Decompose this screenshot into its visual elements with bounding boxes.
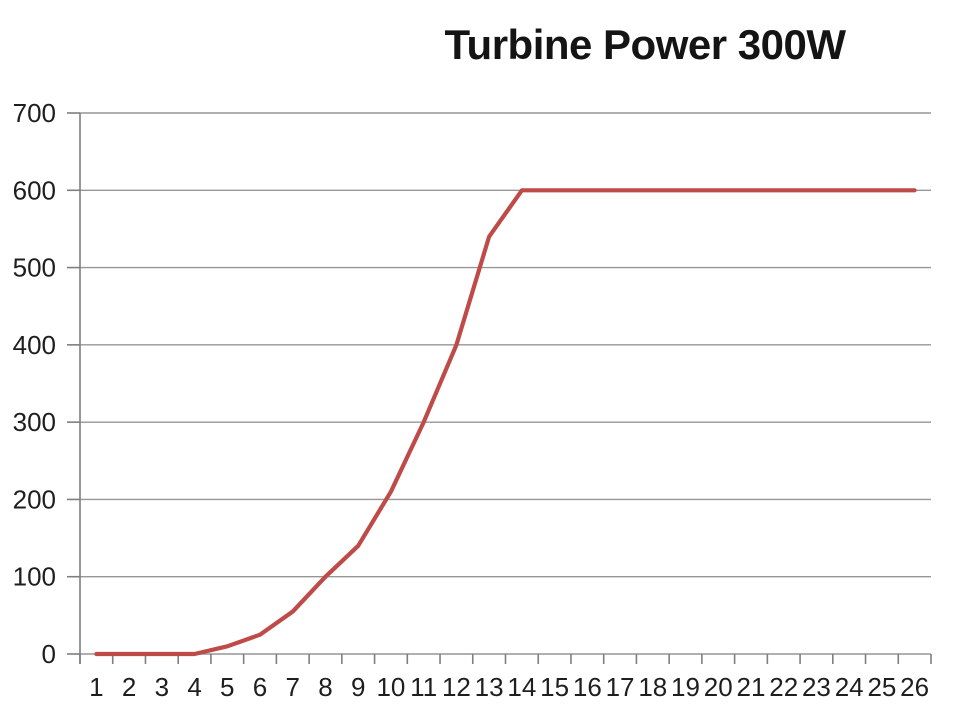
x-tick-label: 25 [867, 672, 896, 702]
y-tick-label: 100 [13, 562, 56, 592]
series-line-turbine-power [94, 188, 917, 657]
x-tick-label: 12 [442, 672, 471, 702]
x-tick-label: 23 [802, 672, 831, 702]
y-tick-label: 500 [13, 253, 56, 283]
x-tick-label: 4 [187, 672, 201, 702]
x-tick-label: 17 [606, 672, 635, 702]
y-tick-label: 700 [13, 98, 56, 128]
x-tick-label: 15 [540, 672, 569, 702]
x-tick-label: 6 [253, 672, 267, 702]
chart-title: Turbine Power 300W [444, 21, 846, 68]
x-tick-label: 10 [376, 672, 405, 702]
x-tick-label: 7 [286, 672, 300, 702]
x-tick-label: 26 [900, 672, 929, 702]
x-tick-label: 24 [835, 672, 864, 702]
x-tick-label: 3 [155, 672, 169, 702]
x-tick-label: 1 [89, 672, 103, 702]
x-tick-label: 19 [671, 672, 700, 702]
y-tick-label: 400 [13, 330, 56, 360]
x-tick-label: 22 [769, 672, 798, 702]
x-tick-label: 9 [351, 672, 365, 702]
x-tick-label: 20 [704, 672, 733, 702]
x-tick-label: 13 [475, 672, 504, 702]
x-tick-label: 18 [638, 672, 667, 702]
x-tick-label: 5 [220, 672, 234, 702]
y-tick-label: 600 [13, 175, 56, 205]
x-tick-label: 14 [507, 672, 536, 702]
x-tick-label: 16 [573, 672, 602, 702]
x-tick-label: 21 [737, 672, 766, 702]
y-tick-label: 300 [13, 407, 56, 437]
x-tick-label: 11 [410, 672, 437, 702]
x-tick-label: 2 [122, 672, 136, 702]
y-tick-label: 0 [42, 639, 56, 669]
x-tick-label: 8 [318, 672, 332, 702]
y-tick-label: 200 [13, 484, 56, 514]
